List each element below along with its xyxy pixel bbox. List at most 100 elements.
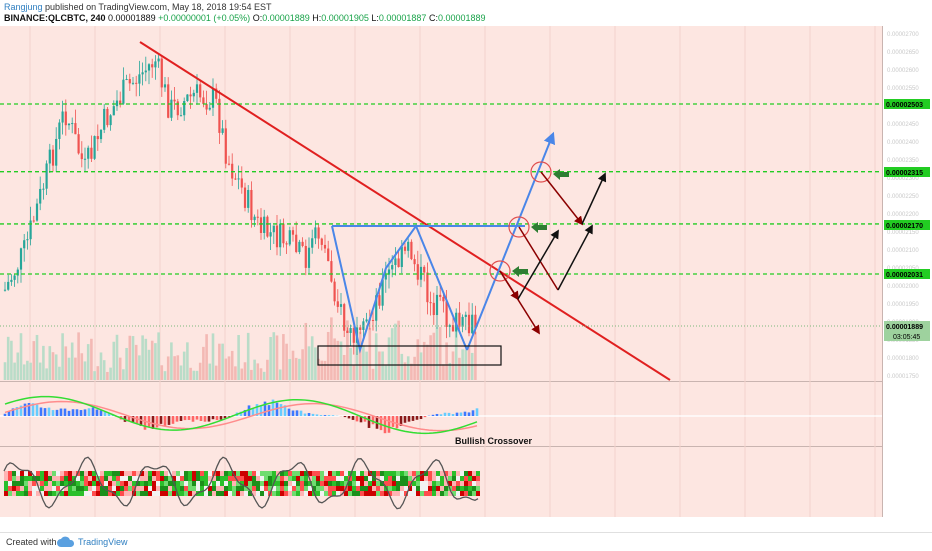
volume-bar xyxy=(340,341,343,380)
candle-body xyxy=(100,130,102,139)
heat-cell xyxy=(244,476,248,481)
heat-cell xyxy=(256,491,260,496)
heat-cell xyxy=(316,481,320,486)
heat-cell xyxy=(240,491,244,496)
heat-cell xyxy=(20,471,24,476)
macd-bar xyxy=(324,415,327,416)
heat-cell xyxy=(432,471,436,476)
candle-body xyxy=(465,315,467,317)
heat-cell xyxy=(24,481,28,486)
heat-cell xyxy=(372,481,376,486)
candle-body xyxy=(404,247,406,251)
volume-bar xyxy=(36,335,39,380)
candle-body xyxy=(167,84,169,117)
candle-body xyxy=(33,221,35,222)
volume-bar xyxy=(282,334,285,380)
candle-body xyxy=(471,315,473,333)
macd-bar xyxy=(440,414,443,416)
macd-bar xyxy=(84,409,87,416)
heat-cell xyxy=(380,486,384,491)
countdown-text: 03:05:45 xyxy=(893,334,920,341)
heat-cell xyxy=(436,481,440,486)
heat-cell xyxy=(108,476,112,481)
heat-cell xyxy=(352,481,356,486)
heat-cell xyxy=(384,471,388,476)
volume-bar xyxy=(234,366,237,380)
heat-cell xyxy=(20,481,24,486)
heat-cell xyxy=(328,486,332,491)
axis-tick-label: 0.00002150 xyxy=(887,230,919,236)
heat-cell xyxy=(300,486,304,491)
macd-bar xyxy=(164,416,167,426)
heat-cell xyxy=(296,476,300,481)
volume-bar xyxy=(65,346,68,380)
volume-bar xyxy=(132,336,135,380)
heat-cell xyxy=(184,476,188,481)
candle-body xyxy=(94,136,96,159)
heat-cell xyxy=(12,481,16,486)
heat-cell xyxy=(364,481,368,486)
heat-cell xyxy=(148,481,152,486)
heat-cell xyxy=(204,471,208,476)
candle-body xyxy=(346,331,348,333)
footer: Created with TradingView xyxy=(0,532,932,551)
heat-cell xyxy=(204,481,208,486)
close-value: 0.00001889 xyxy=(438,13,486,23)
heat-cell xyxy=(228,486,232,491)
volume-bar xyxy=(212,333,215,380)
heat-cell xyxy=(320,491,324,496)
heat-cell xyxy=(404,476,408,481)
volume-bar xyxy=(52,352,55,380)
candle-body xyxy=(10,280,12,282)
candle-body xyxy=(90,148,92,159)
heat-cell xyxy=(40,476,44,481)
candle-body xyxy=(138,74,140,83)
heat-cell xyxy=(24,471,28,476)
volume-bar xyxy=(74,358,77,380)
heat-cell xyxy=(44,471,48,476)
heat-cell xyxy=(40,481,44,486)
heat-cell xyxy=(360,486,364,491)
heat-cell xyxy=(160,486,164,491)
volume-bar xyxy=(189,368,192,380)
volume-bar xyxy=(17,353,20,380)
heat-cell xyxy=(156,476,160,481)
heat-cell xyxy=(428,486,432,491)
heat-cell xyxy=(12,476,16,481)
heat-cell xyxy=(140,491,144,496)
heat-cell xyxy=(104,476,108,481)
heat-cell xyxy=(324,486,328,491)
heat-cell xyxy=(472,486,476,491)
heat-cell xyxy=(80,476,84,481)
macd-bar xyxy=(212,416,215,419)
author-link[interactable]: Rangjung xyxy=(4,2,43,12)
macd-bar xyxy=(472,410,475,416)
candle-body xyxy=(39,189,41,204)
heat-cell xyxy=(72,471,76,476)
heat-cell xyxy=(180,486,184,491)
candle-body xyxy=(135,83,137,84)
heat-cell xyxy=(60,476,64,481)
heat-cell xyxy=(264,491,268,496)
heat-cell xyxy=(420,481,424,486)
volume-bar xyxy=(385,366,388,380)
heat-cell xyxy=(464,486,468,491)
tradingview-link[interactable]: TradingView xyxy=(78,537,128,547)
volume-bar xyxy=(289,359,292,380)
candle-body xyxy=(74,123,76,134)
heat-cell xyxy=(292,486,296,491)
heat-cell xyxy=(344,491,348,496)
candle-body xyxy=(366,319,368,321)
volume-bar xyxy=(39,363,42,380)
heat-cell xyxy=(56,471,60,476)
heat-cell xyxy=(228,491,232,496)
heat-cell xyxy=(340,481,344,486)
volume-bar xyxy=(324,361,327,380)
heat-cell xyxy=(52,471,56,476)
heat-cell xyxy=(188,491,192,496)
heat-cell xyxy=(152,491,156,496)
heat-cell xyxy=(88,471,92,476)
volume-bar xyxy=(68,358,71,380)
axis-tick-label: 0.00002700 xyxy=(887,32,919,38)
